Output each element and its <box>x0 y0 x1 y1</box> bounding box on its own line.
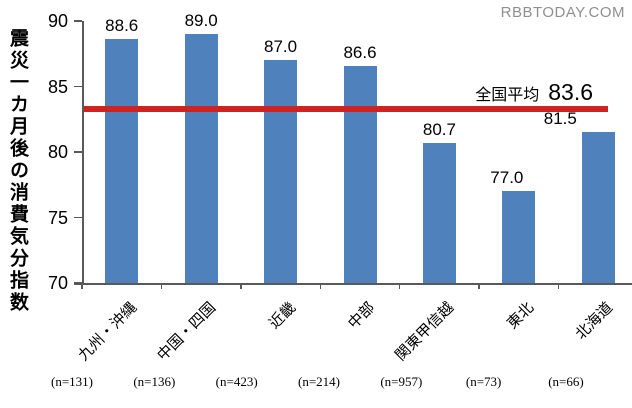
sample-size-label: (n=423) <box>215 374 258 389</box>
watermark-text: RBBTODAY.COM <box>500 4 625 21</box>
bar-value-label: 89.0 <box>184 11 218 31</box>
sample-size-label: (n=131) <box>51 374 93 389</box>
sample-size-label: (n=957) <box>380 374 423 389</box>
y-tick <box>74 151 82 153</box>
x-axis-line <box>74 283 632 285</box>
sample-size-label: (n=66) <box>548 374 584 389</box>
y-tick <box>74 85 82 88</box>
bar <box>105 39 139 283</box>
bar-value-label: 88.6 <box>105 16 139 36</box>
category-label: 九州・沖縄 <box>74 299 140 365</box>
reference-line-name: 全国平均 <box>475 86 540 104</box>
bar <box>343 65 377 283</box>
sample-size-label: (n=214) <box>297 374 340 389</box>
bar <box>184 34 218 283</box>
x-tick <box>478 283 480 289</box>
bar <box>422 142 456 283</box>
bar <box>264 60 298 283</box>
x-tick <box>160 283 163 289</box>
x-tick <box>240 283 242 289</box>
y-axis-title: 震災一カ月後の消費気分指数 <box>7 28 28 314</box>
bar <box>581 132 615 283</box>
category-label: 中部 <box>344 299 379 333</box>
x-tick <box>398 283 401 289</box>
x-tick <box>319 283 322 289</box>
y-tick <box>74 20 82 22</box>
category-label: 中国・四国 <box>154 299 220 365</box>
category-label: 近畿 <box>265 299 299 333</box>
x-tick <box>557 283 560 289</box>
y-tick-label: 85 <box>47 76 68 97</box>
bar-value-label: 86.6 <box>343 42 377 62</box>
bar-value-label: 80.7 <box>422 119 456 139</box>
sample-size-label: (n=73) <box>465 374 502 389</box>
y-tick <box>74 216 82 219</box>
bar <box>502 191 536 283</box>
y-tick-label: 70 <box>47 273 68 293</box>
y-axis-line <box>82 21 84 283</box>
category-label: 東北 <box>503 299 538 333</box>
bar-value-label: 87.0 <box>264 37 298 57</box>
reference-line-label: 全国平均 83.6 <box>475 79 593 106</box>
y-tick-label: 75 <box>47 207 68 228</box>
sample-size-label: (n=136) <box>133 374 176 389</box>
reference-line <box>84 105 608 112</box>
category-label: 関東甲信越 <box>392 299 458 365</box>
y-tick-label: 90 <box>47 11 68 31</box>
y-tick-label: 80 <box>47 142 68 162</box>
bar-value-label: 81.5 <box>543 109 577 129</box>
bar-value-label: 77.0 <box>490 168 524 188</box>
x-tick <box>81 283 83 289</box>
reference-line-value: 83.6 <box>548 78 593 105</box>
category-label: 北海道 <box>572 299 617 343</box>
